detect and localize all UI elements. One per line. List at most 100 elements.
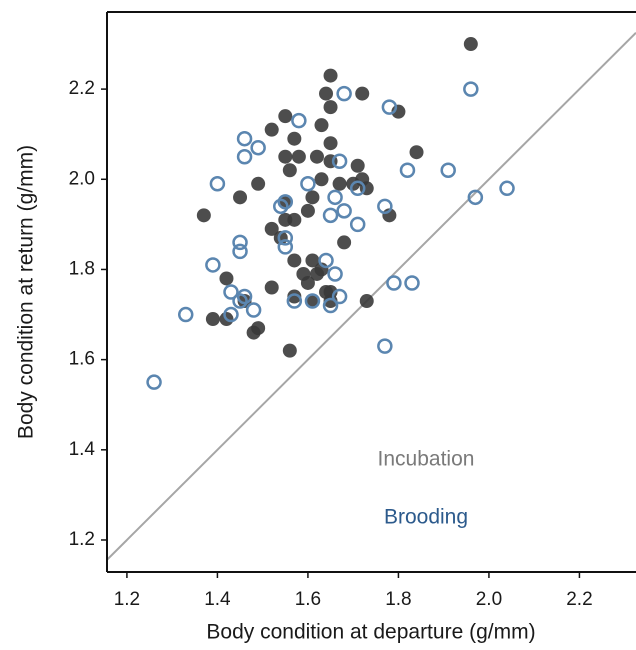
point xyxy=(377,338,393,354)
point xyxy=(336,203,352,219)
point xyxy=(287,131,302,146)
point xyxy=(300,203,315,218)
point xyxy=(209,176,226,192)
point xyxy=(309,266,324,281)
point xyxy=(323,68,338,83)
point xyxy=(322,207,339,224)
point xyxy=(319,86,334,101)
point xyxy=(250,139,266,156)
point xyxy=(322,297,339,314)
point xyxy=(399,162,416,179)
point xyxy=(291,149,306,164)
point xyxy=(236,288,253,305)
y-tick-label: 1.6 xyxy=(69,349,95,370)
point xyxy=(331,288,348,305)
point xyxy=(327,189,343,206)
point xyxy=(264,122,279,137)
point xyxy=(409,145,424,160)
point xyxy=(278,212,293,227)
point xyxy=(309,149,324,164)
point xyxy=(286,293,303,309)
point xyxy=(278,109,293,124)
x-tick-label: 1.8 xyxy=(385,589,411,610)
point xyxy=(219,271,234,286)
x-tick-label: 1.4 xyxy=(204,589,231,610)
x-tick-label: 2.0 xyxy=(476,589,502,610)
y-tick-label: 1.4 xyxy=(69,439,96,460)
point xyxy=(349,180,366,197)
point xyxy=(264,280,279,295)
point xyxy=(467,189,484,206)
point xyxy=(318,252,334,269)
point xyxy=(236,130,253,147)
point xyxy=(404,275,420,291)
point xyxy=(245,302,262,318)
point xyxy=(277,239,294,255)
point xyxy=(463,37,478,52)
point xyxy=(287,253,302,268)
point xyxy=(223,306,239,323)
x-axis-title: Body condition at departure (g/mm) xyxy=(206,621,535,644)
point xyxy=(350,158,365,173)
point xyxy=(264,221,279,236)
point xyxy=(349,216,366,233)
point xyxy=(232,234,248,251)
point xyxy=(327,266,343,282)
point xyxy=(205,312,220,327)
x-tick-label: 2.2 xyxy=(566,589,592,610)
y-axis-title: Body condition at return (g/mm) xyxy=(15,145,38,439)
point xyxy=(223,284,239,300)
plot-area xyxy=(107,32,636,561)
point xyxy=(282,343,297,358)
point xyxy=(273,198,289,215)
x-tick-label: 1.6 xyxy=(295,589,321,610)
y-tick-label: 2.0 xyxy=(69,168,95,189)
point xyxy=(251,321,266,336)
point xyxy=(304,293,321,309)
point xyxy=(196,208,211,223)
point xyxy=(305,294,320,309)
point xyxy=(277,194,294,210)
y-tick-label: 1.8 xyxy=(69,258,95,279)
point xyxy=(323,136,338,151)
point xyxy=(381,99,398,115)
point xyxy=(463,81,479,97)
legend-label: Incubation xyxy=(378,448,475,471)
point xyxy=(291,112,307,129)
point xyxy=(237,294,252,309)
point xyxy=(331,153,348,169)
point xyxy=(355,86,370,101)
point xyxy=(377,198,393,215)
legend-label: Brooding xyxy=(384,506,468,529)
point xyxy=(336,85,352,102)
point xyxy=(236,148,253,165)
point xyxy=(287,289,302,304)
point xyxy=(323,100,338,115)
point xyxy=(251,176,266,191)
point xyxy=(499,180,515,197)
point xyxy=(332,176,347,191)
point xyxy=(146,374,162,390)
point xyxy=(177,306,194,323)
point xyxy=(300,275,315,290)
point xyxy=(277,230,294,246)
point xyxy=(314,118,329,133)
point xyxy=(337,235,352,250)
x-tick-label: 1.2 xyxy=(114,589,140,610)
point xyxy=(319,285,334,299)
point xyxy=(305,190,320,205)
point xyxy=(359,294,374,309)
point xyxy=(205,257,221,273)
point xyxy=(314,172,329,187)
point xyxy=(386,275,402,291)
point xyxy=(233,190,248,205)
point xyxy=(232,243,248,260)
point xyxy=(232,293,248,309)
y-tick-label: 2.2 xyxy=(69,78,95,99)
point xyxy=(305,253,320,268)
y-tick-label: 1.2 xyxy=(69,529,95,550)
point xyxy=(282,163,297,178)
point xyxy=(300,176,316,192)
